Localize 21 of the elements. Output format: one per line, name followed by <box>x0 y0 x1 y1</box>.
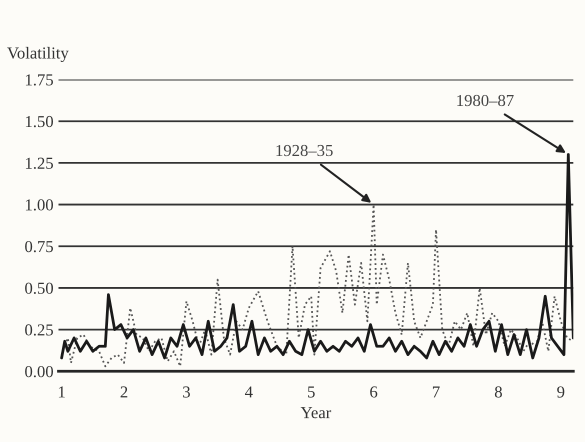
y-tick-label: 1.00 <box>26 199 54 211</box>
annotation: 1928–35 <box>276 144 333 156</box>
x-tick-label: 3 <box>183 386 190 398</box>
y-tick-label: 0.50 <box>25 282 54 294</box>
y-tick-label: 0.75 <box>25 240 53 252</box>
x-tick-label: 4 <box>244 386 253 398</box>
y-tick-label: 0.00 <box>25 366 54 378</box>
x-axis-title: Year <box>300 407 332 418</box>
x-tick-label: 8 <box>494 386 502 398</box>
y-axis-title: Volatility <box>7 46 69 62</box>
x-tick-label: 7 <box>432 386 440 398</box>
x-tick-label: 1 <box>58 386 65 398</box>
x-tick-label: 2 <box>120 386 128 398</box>
y-tick-label: 1.25 <box>26 158 53 169</box>
x-tick-label: 5 <box>308 386 315 398</box>
annotation: 1980–87 <box>457 94 514 106</box>
y-tick-label: 0.25 <box>25 324 53 336</box>
x-tick-label: 6 <box>370 386 378 398</box>
y-tick-label: 1.75 <box>26 74 53 86</box>
x-tick-label: 9 <box>557 386 564 398</box>
y-tick-label: 1.50 <box>26 116 54 128</box>
